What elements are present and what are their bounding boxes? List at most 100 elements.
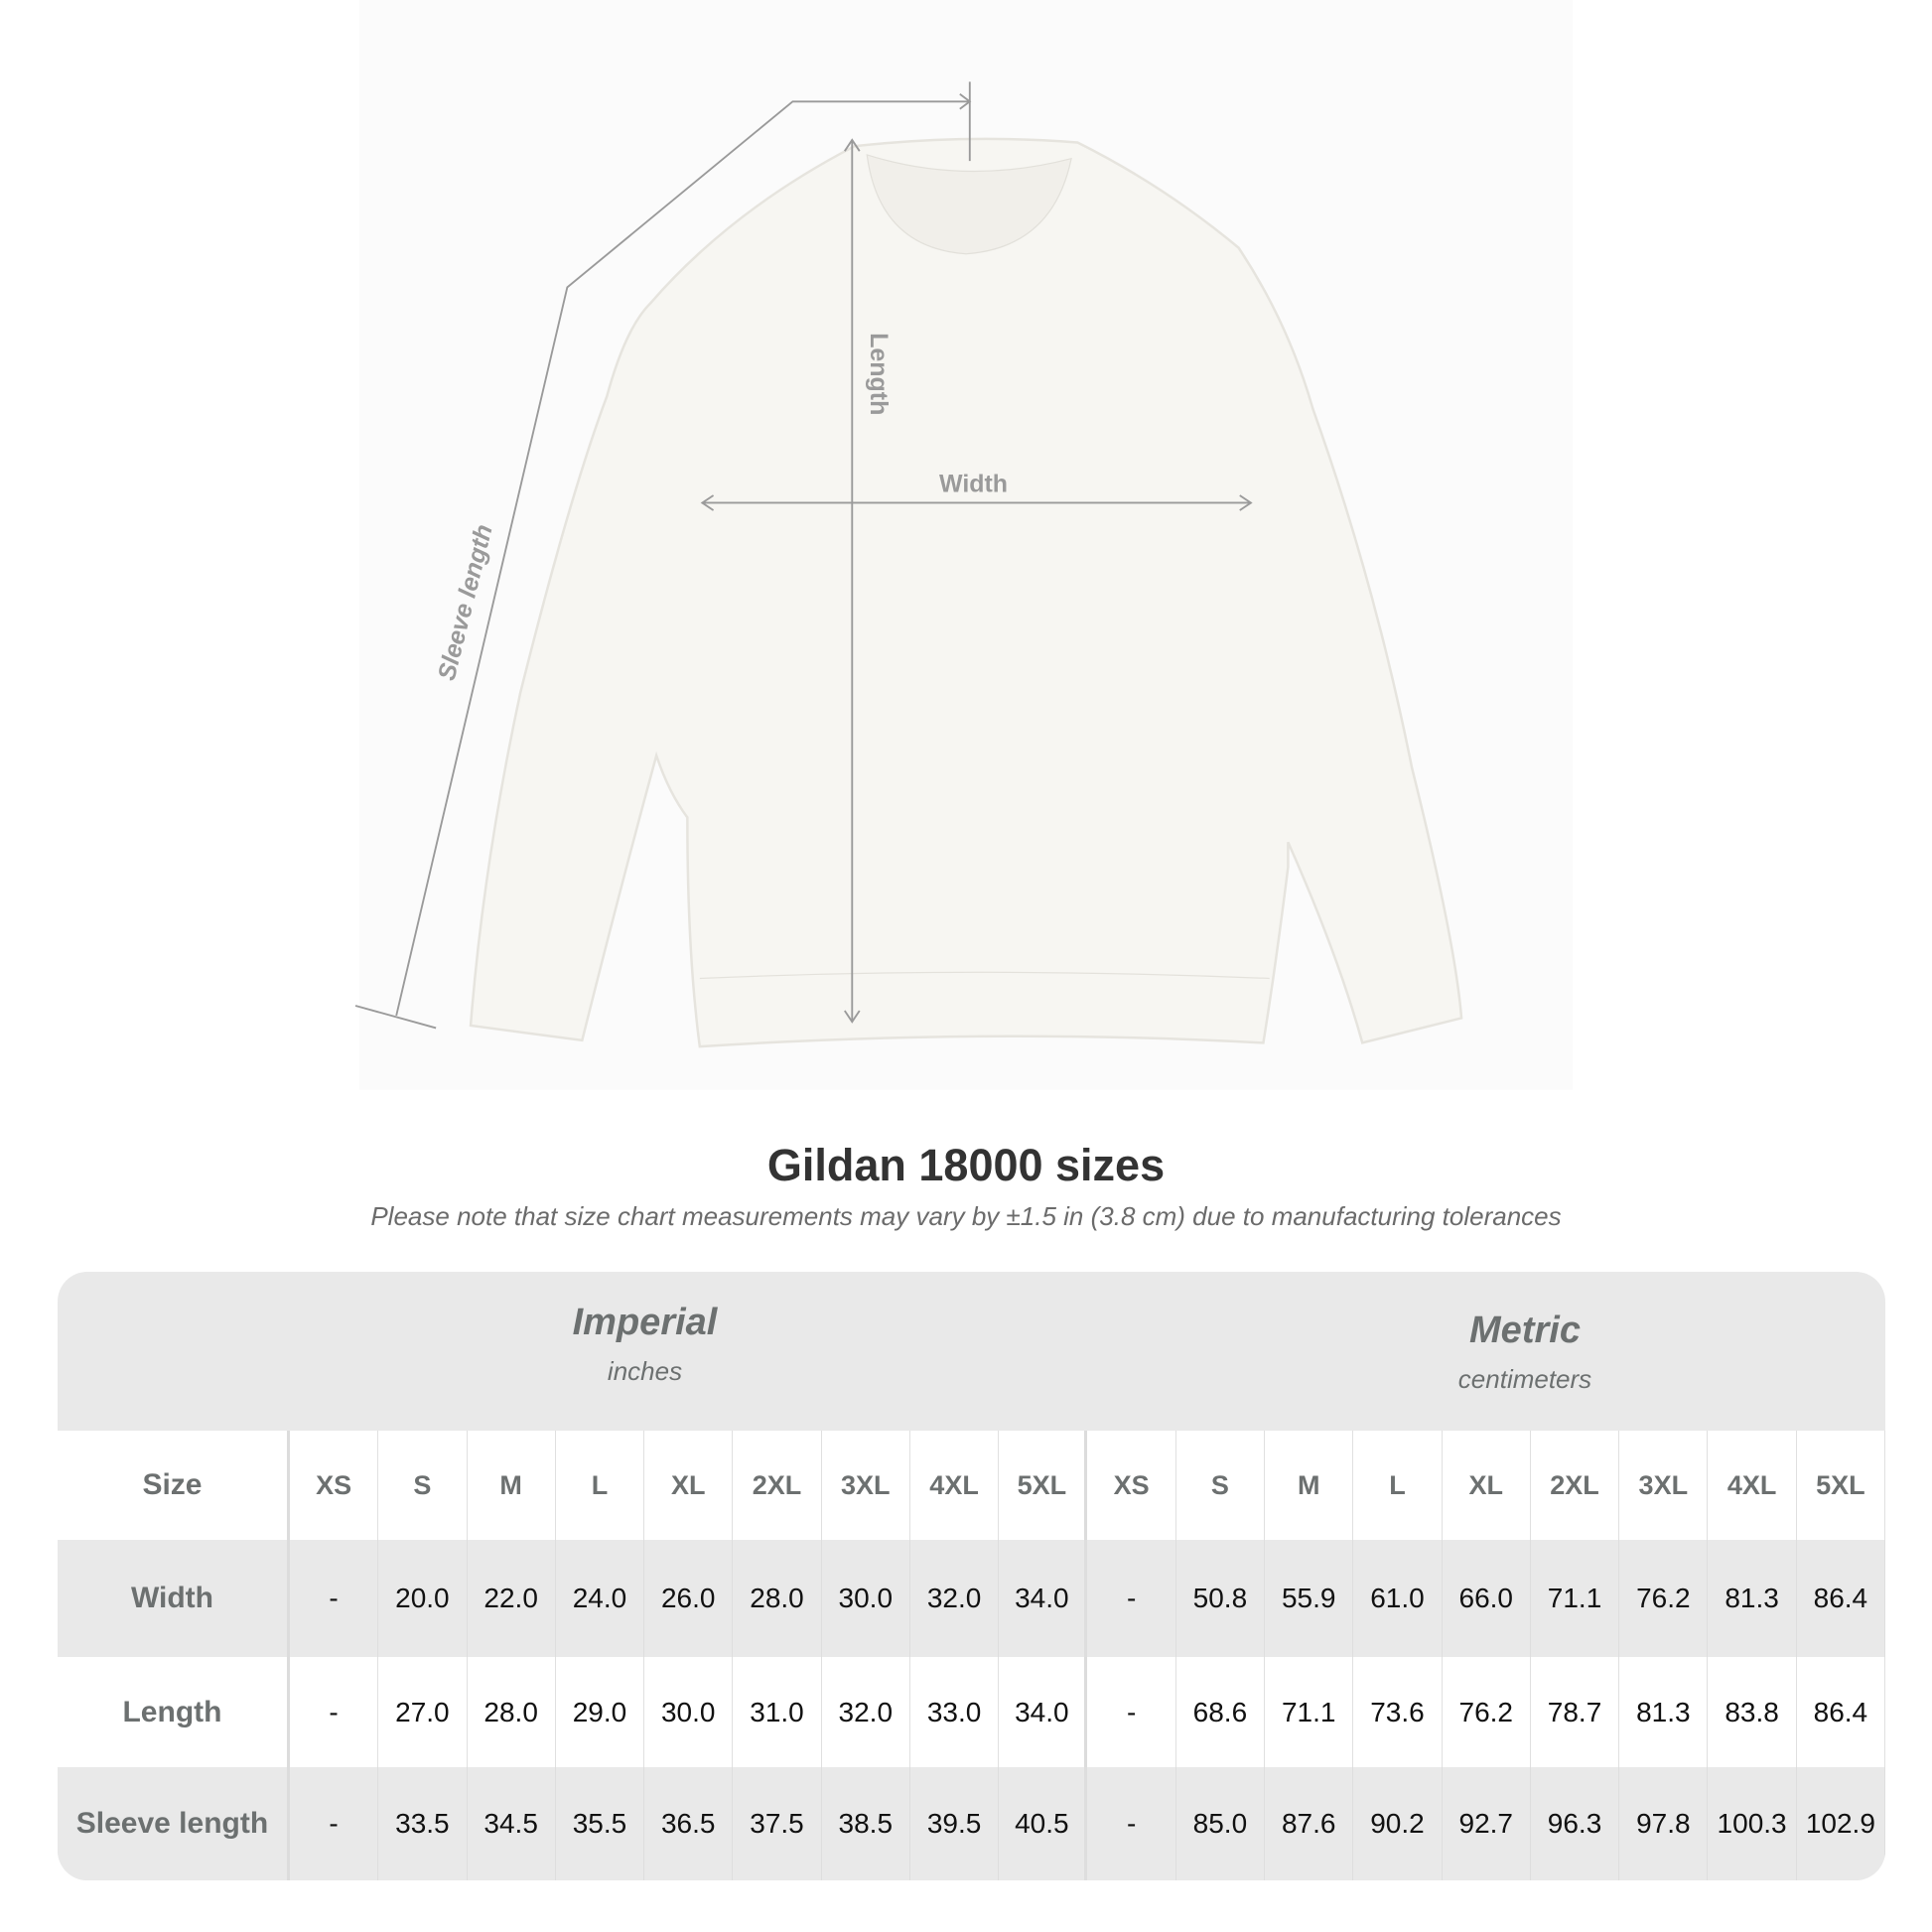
table-cell: 97.8 [1619, 1767, 1709, 1880]
row-label: Sleeve length [58, 1767, 290, 1880]
table-cell: 20.0 [378, 1540, 468, 1657]
table-row-sleeve-length: Sleeve length -33.5 34.5 35.5 36.5 37.5 38.5 39… [58, 1767, 1885, 1880]
table-cell: 76.2 [1619, 1540, 1709, 1657]
table-cell: 86.4 [1797, 1540, 1885, 1657]
waistband-seam [699, 971, 1270, 980]
table-cell: 37.5 [733, 1767, 822, 1880]
table-cell: 35.5 [556, 1767, 645, 1880]
table-cell: 87.6 [1265, 1767, 1354, 1880]
size-header-cell: XS [1087, 1431, 1176, 1540]
table-cell: 22.0 [468, 1540, 556, 1657]
table-cell: 27.0 [378, 1657, 468, 1767]
size-header-cell: 2XL [1531, 1431, 1620, 1540]
table-cell: 50.8 [1176, 1540, 1266, 1657]
table-cell: 34.0 [999, 1657, 1088, 1767]
sleeve-line [395, 100, 970, 1017]
table-cell: 30.0 [644, 1657, 734, 1767]
table-cell: 34.0 [999, 1540, 1088, 1657]
size-label: Size [58, 1431, 290, 1540]
table-cell: 26.0 [644, 1540, 734, 1657]
table-cell: 71.1 [1531, 1540, 1620, 1657]
sweatshirt-image [469, 137, 1463, 1048]
width-arrowheads [700, 494, 1253, 511]
table-cell: 86.4 [1797, 1657, 1885, 1767]
table-cell: - [290, 1540, 379, 1657]
table-cell: 28.0 [468, 1657, 556, 1767]
size-header-cell: S [378, 1431, 468, 1540]
size-header-cell: 4XL [910, 1431, 1000, 1540]
table-cell: 71.1 [1265, 1657, 1354, 1767]
table-cell: 102.9 [1797, 1767, 1885, 1880]
table-cell: 68.6 [1176, 1657, 1266, 1767]
length-arrowheads [844, 138, 861, 1024]
table-cell: 55.9 [1265, 1540, 1354, 1657]
row-label: Width [58, 1540, 290, 1657]
size-header-cell: M [1265, 1431, 1354, 1540]
table-cell: 96.3 [1531, 1767, 1620, 1880]
table-cell: - [1087, 1767, 1176, 1880]
table-cell: 32.0 [910, 1540, 1000, 1657]
imperial-title: Imperial [572, 1302, 718, 1343]
metric-header: Metric centimeters [1165, 1310, 1885, 1395]
table-cell: - [290, 1657, 379, 1767]
imperial-unit: inches [607, 1356, 683, 1386]
table-cell: 81.3 [1708, 1540, 1797, 1657]
table-row-width: Width -20.0 22.0 24.0 26.0 28.0 30.0 32.0 34.0-5… [58, 1540, 1885, 1657]
table-cell: 76.2 [1443, 1657, 1531, 1767]
size-header-cell: 5XL [999, 1431, 1088, 1540]
size-header-cell: XL [1443, 1431, 1531, 1540]
table-cell: 33.5 [378, 1767, 468, 1880]
size-header-cell: S [1176, 1431, 1266, 1540]
size-header-cell: 3XL [822, 1431, 910, 1540]
table-cell: - [1087, 1540, 1176, 1657]
table-cell: 66.0 [1443, 1540, 1531, 1657]
table-cell: 33.0 [910, 1657, 1000, 1767]
table-cell: 28.0 [733, 1540, 822, 1657]
table-cell: 29.0 [556, 1657, 645, 1767]
table-cell: 61.0 [1353, 1540, 1443, 1657]
table-cell: 30.0 [822, 1540, 910, 1657]
size-header-cell: M [468, 1431, 556, 1540]
size-header-cell: L [1353, 1431, 1443, 1540]
table-cell: 83.8 [1708, 1657, 1797, 1767]
table-cell: 90.2 [1353, 1767, 1443, 1880]
metric-title: Metric [1469, 1310, 1581, 1351]
length-label: Length [865, 333, 893, 415]
measurement-lines [354, 81, 1253, 1030]
row-label: Length [58, 1657, 290, 1767]
size-header-cell: 4XL [1708, 1431, 1797, 1540]
table-cell: 78.7 [1531, 1657, 1620, 1767]
table-cell: 100.3 [1708, 1767, 1797, 1880]
tolerance-note: Please note that size chart measurements… [370, 1201, 1562, 1231]
table-cell: 40.5 [999, 1767, 1088, 1880]
size-chart-table: Imperial inches Metric centimeters Size … [58, 1272, 1885, 1880]
table-cell: 34.5 [468, 1767, 556, 1880]
table-cell: 39.5 [910, 1767, 1000, 1880]
size-header-cell: L [556, 1431, 645, 1540]
table-cell: 92.7 [1443, 1767, 1531, 1880]
size-header-row: Size XS S M L XL 2XL 3XL 4XL 5XL XS S M L XL 2XL 3XL 4XL… [58, 1431, 1885, 1540]
page-title: Gildan 18000 sizes [766, 1140, 1166, 1190]
sweatshirt-diagram: Length Width Sleeve length [354, 81, 1463, 1048]
size-header-cell: XS [290, 1431, 379, 1540]
table-cell: 31.0 [733, 1657, 822, 1767]
table-row-length: Length -27.0 28.0 29.0 30.0 31.0 32.0 33.0 34.0-… [58, 1657, 1885, 1767]
size-header-cell: 5XL [1797, 1431, 1885, 1540]
table-cell: 73.6 [1353, 1657, 1443, 1767]
table-cell: 85.0 [1176, 1767, 1266, 1880]
table-cell: 24.0 [556, 1540, 645, 1657]
table-cell: 36.5 [644, 1767, 734, 1880]
table-cell: 32.0 [822, 1657, 910, 1767]
table-cell: 81.3 [1619, 1657, 1709, 1767]
table-cell: 38.5 [822, 1767, 910, 1880]
size-header-cell: XL [644, 1431, 734, 1540]
size-header-cell: 3XL [1619, 1431, 1709, 1540]
collar [866, 154, 1072, 255]
table-cell: - [1087, 1657, 1176, 1767]
imperial-header: Imperial inches [290, 1302, 1000, 1387]
table-cell: - [290, 1767, 379, 1880]
size-header-cell: 2XL [733, 1431, 822, 1540]
metric-unit: centimeters [1457, 1364, 1592, 1394]
sleeve-tick-bottom [354, 1005, 437, 1030]
width-label: Width [939, 470, 1008, 497]
